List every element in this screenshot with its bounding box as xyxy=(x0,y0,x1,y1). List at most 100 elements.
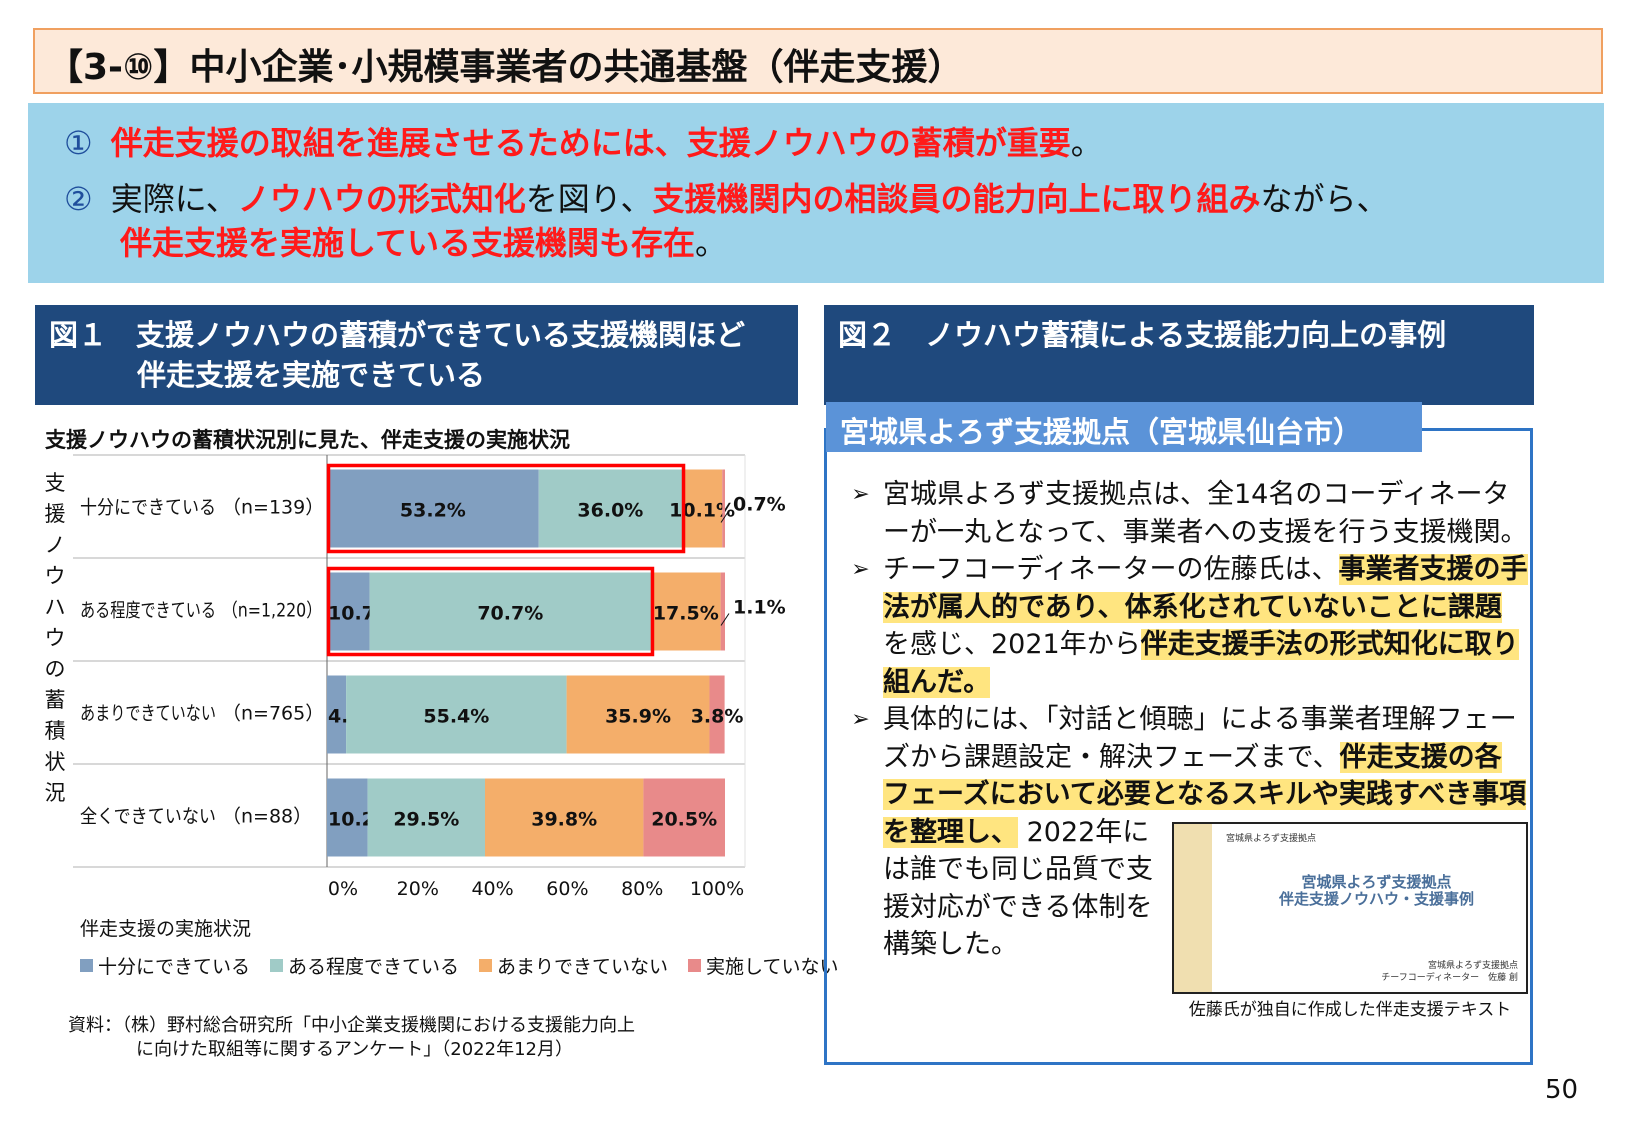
data-label: 53.2% xyxy=(400,500,466,522)
stacked-bar-chart: 十分にできている （n=139） 53.2% 36.0% 10.1%0.7% ある程度でき… xyxy=(73,454,786,900)
text: を図り、 xyxy=(525,180,653,218)
bar-segment xyxy=(722,469,725,548)
page-title: 【3-⑩】中小企業･小規模事業者の共通基盤（伴走支援） xyxy=(33,28,1603,94)
x-tick-label: 60% xyxy=(546,878,588,900)
x-tick-label: 20% xyxy=(397,878,439,900)
thumbnail-caption: 佐藤氏が独自に作成した伴走支援テキスト xyxy=(1188,999,1512,1020)
data-label: 3.8% xyxy=(691,706,744,728)
bar-segment xyxy=(367,778,486,857)
highlight-box xyxy=(326,463,686,554)
emphasis-text: 伴走支援を実施している支援機関も存在 xyxy=(120,224,696,262)
data-label: 36.0% xyxy=(577,500,643,522)
text: 実際に、 xyxy=(110,180,238,218)
legend: 十分にできている ある程度できている あまりできていない 実施していない xyxy=(80,952,838,979)
legend-label: ある程度できている xyxy=(288,956,460,978)
thumb-title-line: 宮城県よろず支援拠点 xyxy=(1301,872,1452,891)
summary-point-2: ② 実際に、ノウハウの形式知化を図り、支援機関内の相談員の能力向上に取り組みながら… xyxy=(64,177,1604,221)
bar-segment xyxy=(650,572,721,651)
legend-swatch xyxy=(688,959,702,972)
heading-line: 図１ 支援ノウハウの蓄積ができている支援機関ほど xyxy=(49,318,746,352)
legend-swatch xyxy=(80,959,93,972)
textbook-figure: 宮城県よろず支援拠点 宮城県よろず支援拠点 伴走支援ノウハウ・支援事例 宮城県よろ… xyxy=(1172,821,1528,1022)
bar-segment xyxy=(643,778,725,857)
legend-swatch xyxy=(479,959,493,972)
thumb-title: 宮城県よろず支援拠点 伴走支援ノウハウ・支援事例 xyxy=(1234,872,1519,908)
summary-point-1: ① 伴走支援の取組を進展させるためには、支援ノウハウの蓄積が重要。 xyxy=(64,121,1604,165)
thumb-title-line: 伴走支援ノウハウ・支援事例 xyxy=(1278,889,1474,908)
category-label: ある程度できている xyxy=(80,600,216,622)
data-label: 29.5% xyxy=(393,809,459,831)
legend-title: 伴走支援の実施状況 xyxy=(80,918,252,940)
bar-segment xyxy=(327,469,539,548)
category-label: あまりできていない xyxy=(80,703,216,725)
text: 具体的には、「対話と傾聴」による事業者理解フェーズから課題設定・解決フェーズまで… xyxy=(883,704,1517,773)
source-line: 資料：（株）野村総合研究所「中小企業支援機関における支援能力向上 xyxy=(68,1015,635,1036)
data-label: 55.4% xyxy=(423,706,489,728)
emphasis-text: 支援機関内の相談員の能力向上に取り組み xyxy=(652,180,1261,218)
data-label: 35.9% xyxy=(605,706,671,728)
bullet-item: ➢ チーフコーディネーターの佐藤氏は、事業者支援の手法が属人的であり、体系化されて… xyxy=(838,551,1528,701)
bar-segment xyxy=(346,675,567,754)
legend-swatch xyxy=(270,959,284,972)
legend-label: 十分にできている xyxy=(98,956,251,978)
data-label: 17.5% xyxy=(653,603,719,625)
data-label: 1.1% xyxy=(733,597,786,619)
case-title: 宮城県よろず支援拠点（宮城県仙台市） xyxy=(826,402,1422,452)
data-label: 0.7% xyxy=(733,494,786,516)
text: 。 xyxy=(695,224,728,262)
heading-line: 伴走支援を実施できている xyxy=(137,358,486,392)
figure2-heading: 図２ ノウハウ蓄積による支援能力向上の事例 xyxy=(824,305,1534,405)
bar-segment xyxy=(566,675,710,754)
bar-segment xyxy=(709,675,725,754)
legend-label: あまりできていない xyxy=(497,956,669,978)
summary-point-2-cont: 伴走支援を実施している支援機関も存在。 xyxy=(64,221,1604,265)
bar-segment xyxy=(369,572,651,651)
thumb-person: チーフコーディネーター 佐藤 創 xyxy=(1381,972,1518,983)
text: 2022年には誰でも同じ品質で支援対応ができる体制を構築した。 xyxy=(883,816,1153,961)
emphasis-text: ノウハウの形式知化 xyxy=(237,180,526,218)
arrow-bullet-icon: ➢ xyxy=(851,557,870,582)
text: 。 xyxy=(1070,124,1103,162)
legend-item: 実施していない xyxy=(688,952,838,979)
thumb-org: 宮城県よろず支援拠点 xyxy=(1427,960,1518,971)
bar-segment xyxy=(485,778,644,857)
data-label: 39.8% xyxy=(531,809,597,831)
thumbnail-decoration xyxy=(1174,823,1212,992)
bar-segment xyxy=(327,572,370,651)
figure1-heading: 図１ 支援ノウハウの蓄積ができている支援機関ほど 伴走支援を実施できている xyxy=(35,305,798,405)
page-number: 50 xyxy=(1545,1075,1579,1105)
summary-box: ① 伴走支援の取組を進展させるためには、支援ノウハウの蓄積が重要。 ② 実際に、ノウ… xyxy=(28,103,1604,283)
highlight-box xyxy=(326,566,655,657)
bullet-item: ➢ 宮城県よろず支援拠点は、全14名のコーディネーターが一丸となって、事業者への支… xyxy=(838,476,1528,551)
x-tick-label: 40% xyxy=(471,878,513,900)
chart-subtitle: 支援ノウハウの蓄積状況別に見た、伴走支援の実施状況 xyxy=(45,428,570,452)
data-label: 20.5% xyxy=(651,809,717,831)
x-tick-label: 100% xyxy=(690,878,744,900)
legend-label: 実施していない xyxy=(706,956,839,978)
category-label: 十分にできている xyxy=(80,497,216,519)
x-tick-label: 0% xyxy=(328,878,358,900)
bar-segment xyxy=(682,469,723,548)
point-number: ② xyxy=(64,180,93,218)
leader-line xyxy=(720,510,730,523)
legend-item: 十分にできている xyxy=(80,952,250,979)
legend-item: あまりできていない xyxy=(479,952,668,979)
emphasis-text: 伴走支援の取組を進展させるためには、支援ノウハウの蓄積が重要 xyxy=(110,124,1071,162)
case-body: ➢ 宮城県よろず支援拠点は、全14名のコーディネーターが一丸となって、事業者への支… xyxy=(838,476,1528,1022)
data-label: 10.1% xyxy=(669,500,735,522)
bar-segment xyxy=(327,778,368,857)
bullet-item: ➢ 具体的には、「対話と傾聴」による事業者理解フェーズから課題設定・解決フェーズ… xyxy=(838,701,1528,1022)
legend-item: ある程度できている xyxy=(270,952,459,979)
data-label: 70.7% xyxy=(477,603,543,625)
arrow-bullet-icon: ➢ xyxy=(851,482,870,507)
text: ながら、 xyxy=(1260,180,1389,218)
leader-line xyxy=(720,613,730,626)
thumb-author: 宮城県よろず支援拠点 チーフコーディネーター 佐藤 創 xyxy=(1381,960,1518,984)
source-line: に向けた取組等に関するアンケート」（2022年12月） xyxy=(136,1039,573,1060)
source-note: 資料：（株）野村総合研究所「中小企業支援機関における支援能力向上 に向けた取組等… xyxy=(68,1014,635,1062)
n-label: （n=88） xyxy=(222,806,312,828)
bar-segment xyxy=(327,675,347,754)
category-label: 全くできていない xyxy=(80,806,216,828)
text: を感じ、2021年から xyxy=(883,629,1141,660)
bar-segment xyxy=(538,469,683,548)
